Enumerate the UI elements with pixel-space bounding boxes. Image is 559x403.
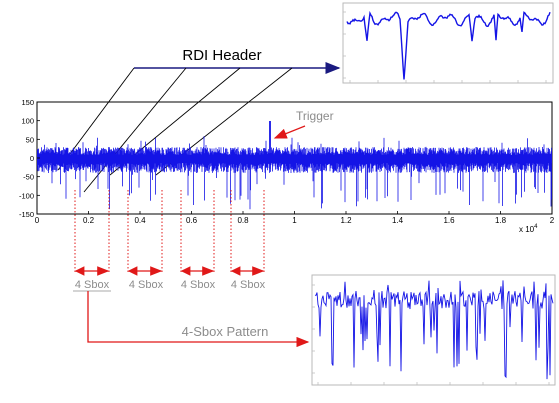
sbox-pattern-connector (87, 291, 310, 348)
sbox-pattern-callout: 4-Sbox Pattern (87, 291, 310, 348)
inset-frame-top (342, 2, 554, 84)
main-y-ticks: 150 100 50 0 -50 -100 -150 (19, 98, 40, 219)
x-tick-label: 2 (550, 216, 555, 225)
rdi-diagonal-2 (83, 67, 187, 193)
sbox-pattern-inset (311, 274, 556, 386)
trigger-label: Trigger (296, 109, 334, 123)
x-tick-label: 1 (292, 216, 297, 225)
sbox-label-4: 4 Sbox (231, 279, 266, 291)
x-tick-label: 1.2 (340, 216, 352, 225)
y-tick-label: 50 (26, 135, 34, 144)
trigger-arrow (273, 125, 306, 139)
x-tick-label: 0.6 (186, 216, 198, 225)
x-tick-label: 0.8 (237, 216, 249, 225)
sbox-segments: 4 Sbox 4 Sbox 4 Sbox 4 Sbox (73, 190, 266, 292)
x-tick-label: 1.4 (392, 216, 404, 225)
main-x-ticks: 0 0.2 0.4 0.6 0.8 1 1.2 1.4 1.6 1.8 2 (35, 211, 555, 225)
inset-top-ticks (343, 11, 547, 83)
sbox-label-3: 4 Sbox (181, 279, 216, 291)
sbox-label-1: 4 Sbox (75, 279, 110, 291)
x-tick-label: 1.6 (443, 216, 455, 225)
sbox-label-2: 4 Sbox (129, 279, 164, 291)
inset-frame-bottom (311, 274, 556, 386)
rdi-header-inset (342, 2, 554, 84)
y-tick-label: -150 (19, 210, 34, 219)
inset-top-trace (346, 10, 551, 80)
rdi-header-label: RDI Header (182, 47, 261, 64)
main-trace (37, 121, 552, 210)
x-tick-label: 0.2 (83, 216, 95, 225)
y-tick-label: -100 (19, 191, 34, 200)
main-trace-plot: 150 100 50 0 -50 -100 -150 0 0.2 0.4 0.6 0.8 1 1.2 1.… (19, 98, 555, 234)
y-tick-label: 100 (21, 117, 34, 126)
inset-bottom-trace (314, 280, 554, 380)
y-tick-label: 0 (30, 154, 34, 163)
trigger-callout: Trigger (273, 109, 334, 139)
inset-bottom-ticks (312, 284, 550, 385)
x-tick-label: 0.4 (134, 216, 146, 225)
y-tick-label: 150 (21, 98, 34, 107)
x-tick-label: 1.8 (495, 216, 507, 225)
sbox-pattern-label: 4-Sbox Pattern (182, 324, 269, 339)
x-exponent-label: x 104 (519, 224, 538, 234)
x-tick-label: 0 (35, 216, 40, 225)
y-tick-label: -50 (23, 173, 34, 182)
